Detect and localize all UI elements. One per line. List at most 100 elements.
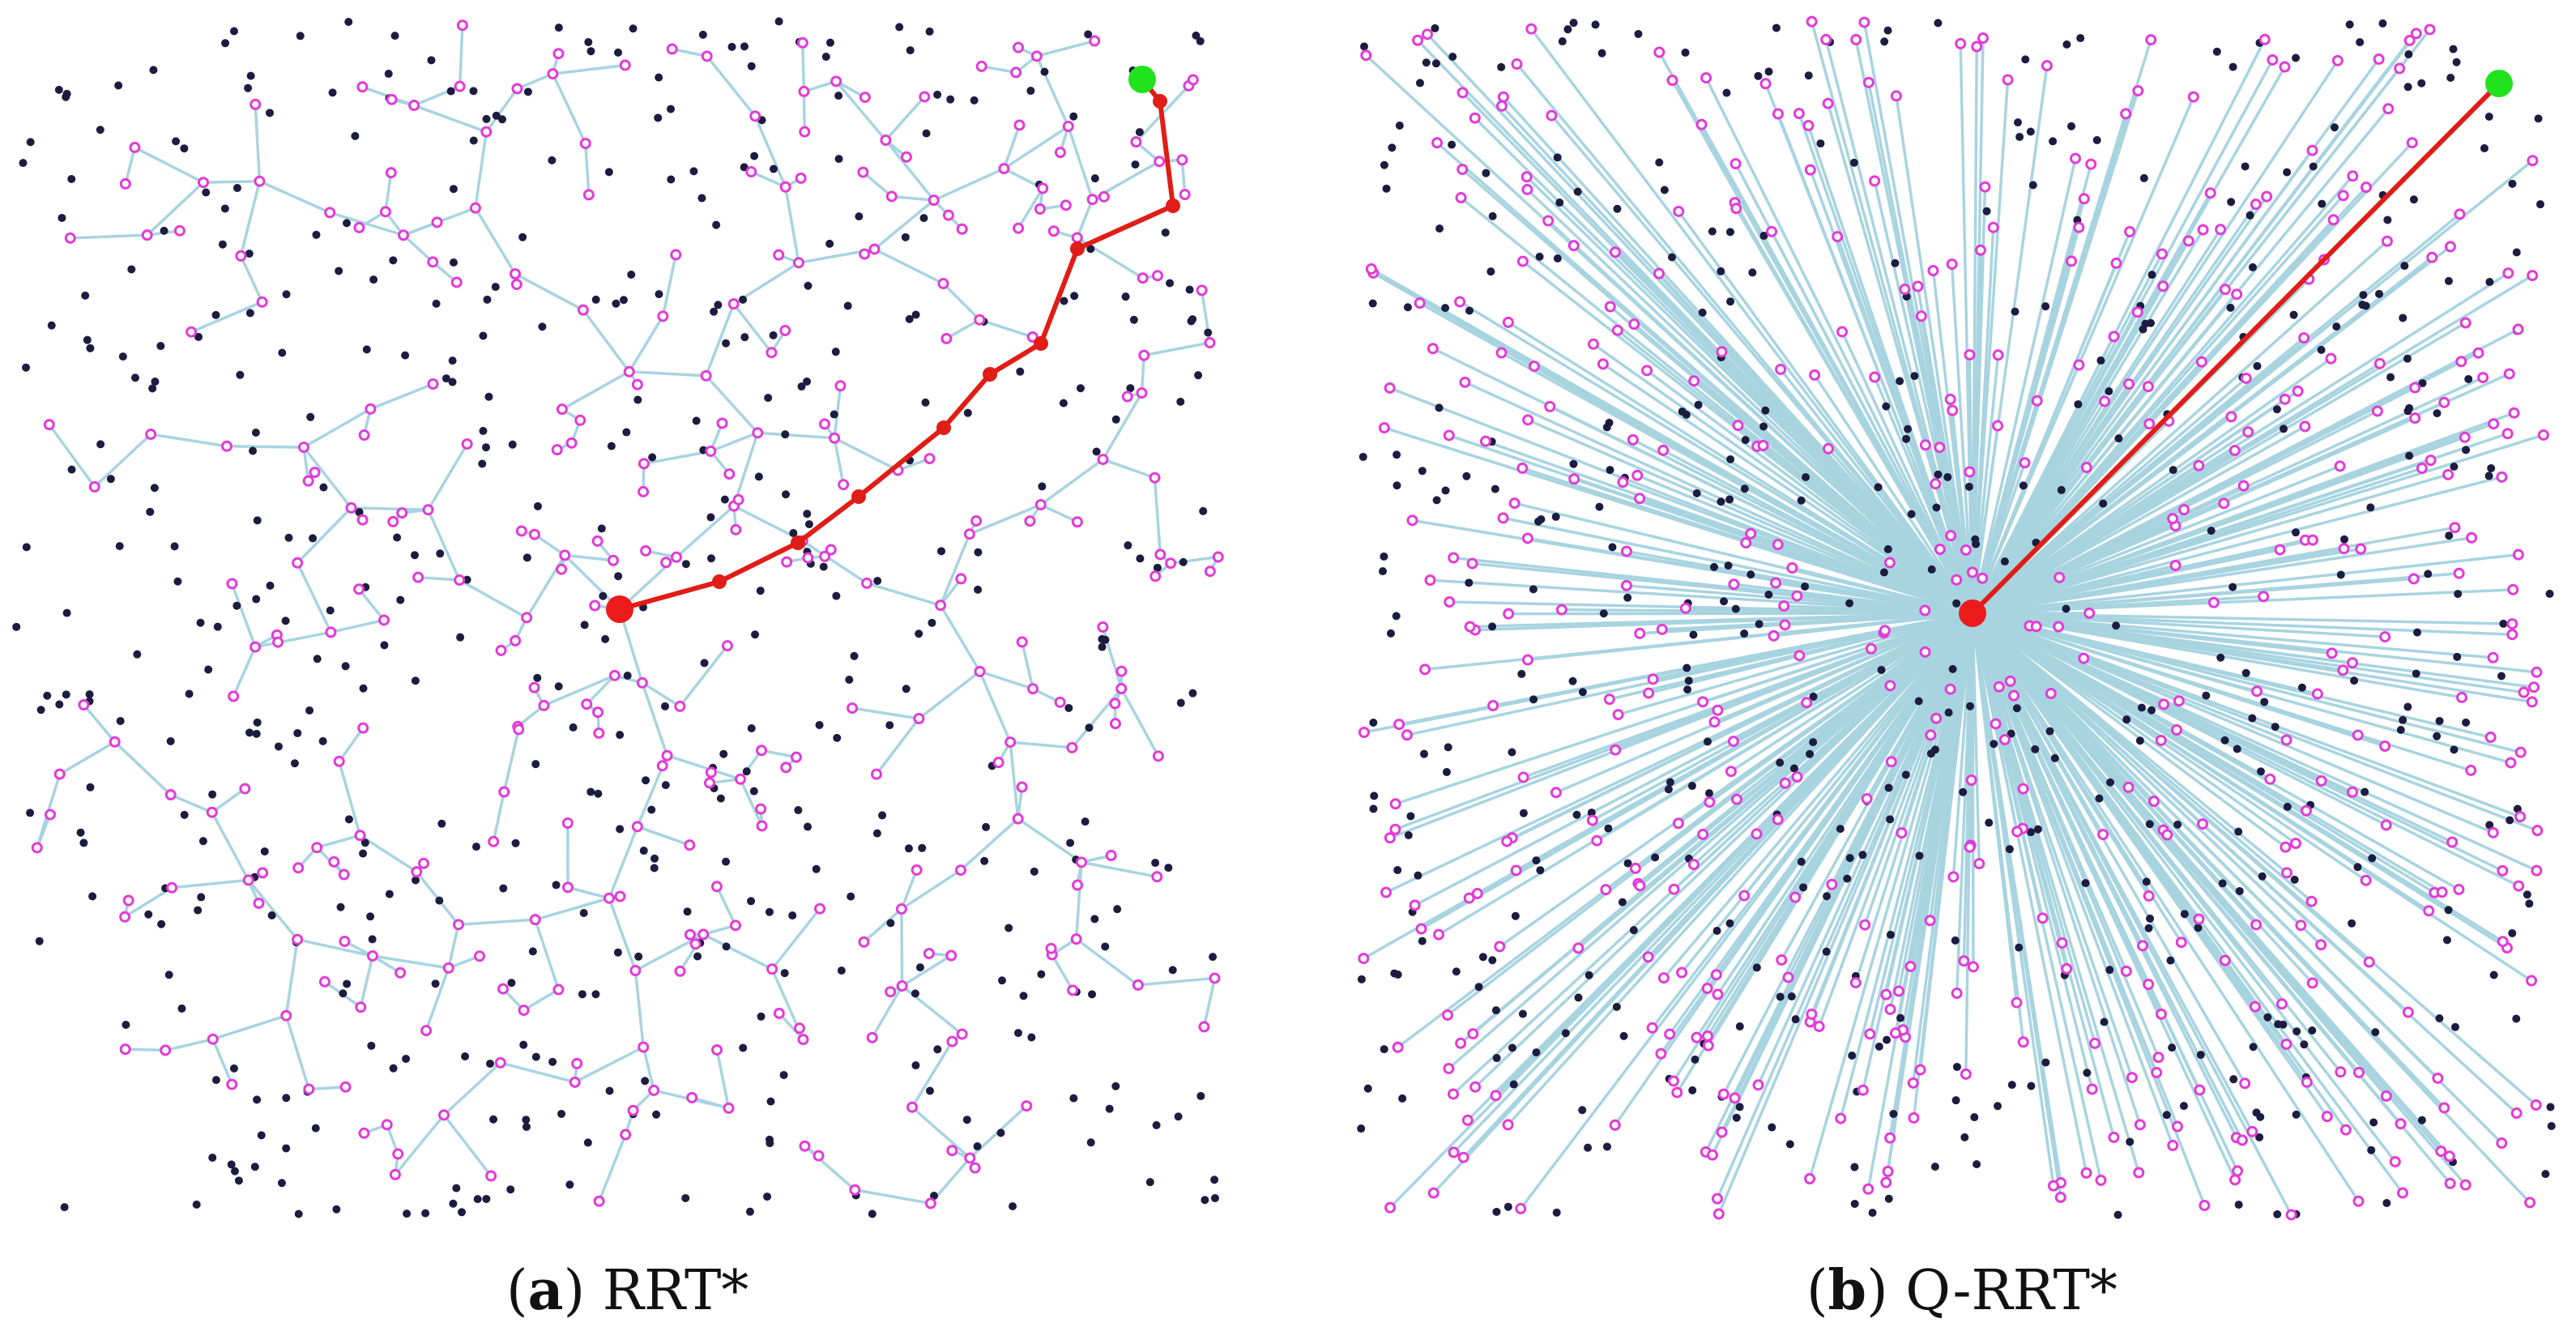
sample-point: [482, 114, 491, 123]
sample-point: [531, 1052, 540, 1061]
tree-node: [1555, 604, 1567, 616]
sample-point: [554, 23, 563, 32]
sample-point: [667, 105, 676, 113]
sample-point: [1891, 258, 1900, 267]
tree-node: [1919, 604, 1931, 617]
tree-node: [2080, 462, 2092, 474]
sample-point: [2367, 1146, 2376, 1154]
sample-point: [641, 1077, 650, 1086]
tree-node: [1047, 225, 1060, 237]
sample-point: [1823, 892, 1832, 901]
tree-edge: [1525, 176, 1974, 615]
tree-edge: [58, 740, 116, 776]
tree-node: [1782, 971, 1794, 983]
sample-point: [2227, 198, 2236, 207]
tree-node: [1738, 890, 1751, 902]
sample-point: [1529, 585, 1537, 594]
sample-point: [1970, 1113, 1979, 1122]
tree-edge: [70, 233, 147, 240]
sample-point: [368, 935, 377, 944]
sample-point: [2350, 676, 2359, 685]
tree-edge: [715, 885, 737, 927]
sample-point: [1934, 19, 1943, 28]
tree-node: [2380, 1090, 2392, 1102]
tree-node: [1497, 512, 1509, 524]
sample-point: [1357, 1124, 1366, 1133]
sample-point: [1884, 1194, 1893, 1203]
sample-point: [1030, 867, 1039, 876]
sample-point: [1725, 919, 1734, 928]
tree-edge: [1971, 612, 2342, 1073]
tree-node: [1634, 627, 1646, 639]
sample-point: [2435, 716, 2444, 725]
sample-point: [2260, 698, 2269, 706]
sample-point: [1174, 1112, 1183, 1121]
tree-node: [970, 514, 983, 527]
sample-point: [213, 622, 222, 631]
sample-point: [2021, 55, 2030, 64]
sample-point: [344, 18, 353, 27]
sample-point: [1126, 384, 1135, 393]
tree-edge: [296, 506, 352, 565]
tree-node: [660, 557, 672, 569]
tree-node: [2496, 1137, 2508, 1150]
tree-node: [235, 250, 247, 262]
tree-edge: [834, 80, 887, 142]
tree-node: [1697, 828, 1709, 840]
tree-node: [2331, 54, 2344, 66]
sample-point: [548, 156, 557, 164]
tree-node: [705, 445, 717, 457]
tree-edge: [1972, 612, 2521, 818]
tree-node: [766, 963, 778, 975]
tree-node: [510, 279, 522, 291]
tree-edge: [1464, 381, 1973, 615]
tree-node: [1971, 41, 1983, 53]
sample-point: [982, 822, 991, 831]
sample-point: [770, 164, 778, 173]
tree-edge: [833, 437, 845, 485]
tree-node: [2197, 818, 2209, 830]
sample-point: [284, 533, 293, 542]
sample-point: [449, 1199, 458, 1208]
tree-node: [1469, 1081, 1482, 1093]
tree-node: [2290, 838, 2302, 850]
sample-point: [1684, 676, 1693, 685]
sample-point: [727, 42, 736, 51]
tree-edge: [1971, 612, 1981, 864]
tree-node: [358, 429, 370, 442]
tree-nodes: [1358, 15, 2549, 1221]
tree-node: [249, 98, 262, 110]
sample-point: [922, 129, 931, 138]
tree-node: [1037, 182, 1049, 194]
sample-point: [1441, 486, 1450, 495]
sample-point: [1145, 1178, 1154, 1187]
tree-node: [2133, 1167, 2145, 1179]
tree-node: [1071, 232, 1083, 244]
sample-point: [1973, 1160, 1981, 1169]
tree-node: [2518, 686, 2530, 698]
sample-point: [412, 876, 420, 885]
sample-point: [2280, 425, 2288, 433]
tree-node: [2017, 783, 2029, 795]
sample-point: [531, 760, 540, 769]
tree-edge: [1764, 83, 1974, 614]
tree-edge: [1677, 210, 1974, 615]
tree-node: [2099, 395, 2111, 407]
tree-node: [1786, 561, 1798, 574]
tree-node: [474, 950, 486, 962]
sample-point: [2405, 451, 2414, 460]
sample-point: [1508, 748, 1516, 757]
sample-point: [469, 87, 478, 96]
sample-point: [2255, 1133, 2264, 1141]
sample-point: [2309, 162, 2318, 171]
tree-node: [1392, 1041, 1404, 1053]
sample-point: [486, 1059, 495, 1068]
sample-point: [1016, 367, 1025, 376]
tree-node: [1809, 369, 1821, 381]
tree-node: [900, 151, 912, 163]
tree-node: [1456, 164, 1469, 176]
tree-node: [528, 528, 540, 540]
tree-node: [924, 1197, 936, 1210]
tree-edge: [1950, 263, 1974, 614]
sample-point: [594, 789, 603, 798]
